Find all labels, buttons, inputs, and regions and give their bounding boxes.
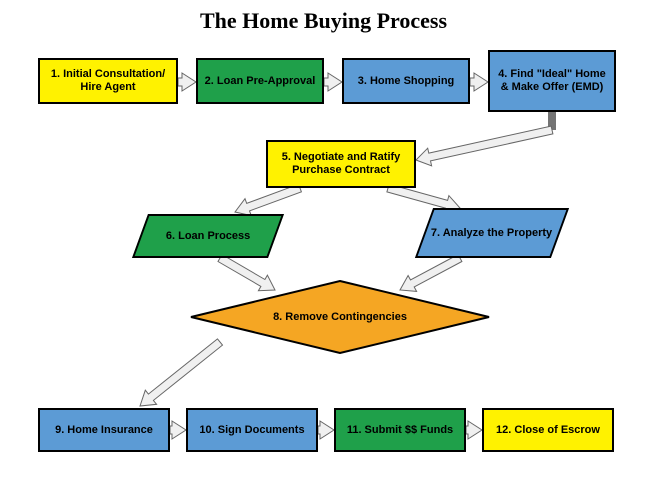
node-n8: 8. Remove Contingencies [190,280,490,354]
node-n8-label: 8. Remove Contingencies [190,280,490,354]
node-n1: 1. Initial Consultation/ Hire Agent [38,58,178,104]
diagram-title: The Home Buying Process [0,8,647,34]
node-n12: 12. Close of Escrow [482,408,614,452]
node-n10: 10. Sign Documents [186,408,318,452]
node-n10-label: 10. Sign Documents [199,424,304,437]
node-n6: 6. Loan Process [132,214,284,258]
node-n12-label: 12. Close of Escrow [496,424,600,437]
node-n11-label: 11. Submit $$ Funds [347,424,453,437]
node-n9: 9. Home Insurance [38,408,170,452]
node-n4-label: 4. Find "Ideal" Home & Make Offer (EMD) [494,68,610,93]
node-n5-label: 5. Negotiate and Ratify Purchase Contrac… [272,151,410,176]
node-n7-label: 7. Analyze the Property [431,227,552,240]
node-n3-label: 3. Home Shopping [358,75,455,88]
node-n1-label: 1. Initial Consultation/ Hire Agent [44,68,172,93]
node-n3: 3. Home Shopping [342,58,470,104]
node-n4: 4. Find "Ideal" Home & Make Offer (EMD) [488,50,616,112]
node-n5: 5. Negotiate and Ratify Purchase Contrac… [266,140,416,188]
flowchart-canvas: The Home Buying Process 1. Initial Consu… [0,0,647,500]
node-n6-label: 6. Loan Process [166,230,250,243]
node-n11: 11. Submit $$ Funds [334,408,466,452]
node-n7: 7. Analyze the Property [415,208,569,258]
node-n2: 2. Loan Pre-Approval [196,58,324,104]
node-n2-label: 2. Loan Pre-Approval [205,75,316,88]
node-n9-label: 9. Home Insurance [55,424,153,437]
